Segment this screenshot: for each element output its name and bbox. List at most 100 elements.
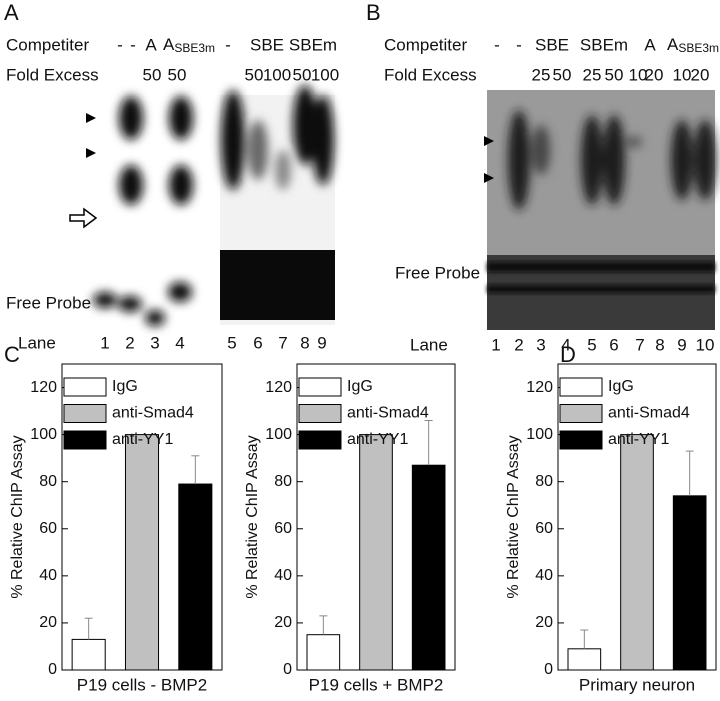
legend-swatch [559, 404, 603, 423]
bar [359, 434, 393, 671]
y-tick-label: 40 [274, 567, 292, 584]
x-axis-label: P19 cells - BMP2 [77, 675, 207, 694]
gel-a [69, 85, 335, 326]
competitor-label: Competiter [384, 35, 467, 54]
competitor: - [117, 35, 123, 54]
y-tick-label: 120 [526, 379, 553, 396]
y-tick-label: 60 [274, 520, 292, 537]
competitor: SBE [250, 35, 284, 54]
lane-number: 3 [536, 335, 545, 354]
bar [567, 648, 602, 671]
chart: % Relative ChIP Assay P19 cells + BMP2 0 20… [244, 363, 456, 694]
panel-label: D [560, 342, 576, 367]
competitor: A [163, 35, 175, 54]
bar [411, 464, 446, 671]
error-bar [84, 617, 93, 640]
y-axis-label: % Relative ChIP Assay [9, 435, 26, 598]
legend-label: anti-Smad4 [112, 405, 194, 422]
legend-swatch [63, 430, 107, 450]
y-tick-label: 120 [265, 379, 292, 396]
fold: 50 [605, 65, 624, 84]
legend-label: IgG [347, 378, 373, 395]
error-bar [685, 450, 694, 496]
legend-swatch [559, 377, 603, 397]
subscript: SBE3m [174, 41, 215, 55]
fold: 100 [311, 65, 339, 84]
fold: 50 [553, 65, 572, 84]
x-axis-label: Primary neuron [579, 675, 695, 694]
lane-number: 9 [317, 333, 326, 352]
panel-label: C [4, 342, 20, 367]
bar [672, 495, 707, 671]
y-tick-label: 0 [283, 661, 292, 678]
competitor: ASBE3m [163, 35, 215, 55]
competitor: ASBE3m [667, 35, 719, 55]
y-tick-label: 80 [274, 473, 292, 490]
free-probe: Free Probe [6, 293, 91, 312]
error-bar [424, 419, 433, 466]
competitor: - [225, 35, 231, 54]
y-tick-label: 100 [526, 426, 553, 443]
legend-label: anti-Smad4 [347, 405, 429, 422]
lane-number: 1 [491, 335, 500, 354]
legend-swatch [559, 430, 603, 450]
y-tick-label: 20 [274, 614, 292, 631]
legend-label: IgG [608, 378, 634, 395]
y-tick-label: 100 [30, 426, 57, 443]
chart: D % Relative ChIP Assay Primary neuron 0 20 4… [505, 342, 717, 694]
competitor: - [516, 35, 522, 54]
y-tick-label: 80 [535, 473, 553, 490]
competitor: SBEm [580, 35, 628, 54]
legend-swatch [63, 377, 107, 397]
competitor: - [494, 35, 500, 54]
bar [620, 434, 654, 671]
competitor: A [145, 35, 157, 54]
lane-label: Lane [410, 335, 448, 354]
lane-number: 7 [635, 335, 644, 354]
y-tick-label: 20 [535, 614, 553, 631]
lane-number: 4 [175, 333, 184, 352]
lane-number: 8 [655, 335, 664, 354]
fold: 20 [645, 65, 664, 84]
lane-number: 6 [253, 333, 262, 352]
lane-label: Lane [18, 333, 56, 352]
lane-number: 10 [696, 335, 715, 354]
legend-label: anti-YY1 [347, 431, 408, 448]
competitor: SBEm [289, 35, 337, 54]
y-tick-label: 40 [535, 567, 553, 584]
lane-number: 4 [561, 335, 570, 354]
y-axis-label: % Relative ChIP Assay [505, 435, 522, 598]
bar [124, 434, 160, 671]
fold: 50 [143, 65, 162, 84]
competitor: SBE [535, 35, 569, 54]
y-axis-label: % Relative ChIP Assay [244, 435, 261, 598]
x-axis-label: P19 cells + BMP2 [309, 675, 444, 694]
competitor: - [130, 35, 136, 54]
y-tick-label: 60 [535, 520, 553, 537]
fold: 25 [532, 65, 551, 84]
chart: C % Relative ChIP Assay P19 cells - BMP2 0 2… [4, 342, 223, 694]
lane-number: 3 [150, 333, 159, 352]
fold: 10 [673, 65, 692, 84]
legend-label: IgG [112, 378, 138, 395]
gel-b [468, 90, 716, 330]
bar [71, 638, 106, 671]
competitor: A [667, 35, 679, 54]
competitor: A [644, 35, 656, 54]
fold: 50 [245, 65, 264, 84]
y-tick-label: 20 [39, 614, 57, 631]
panel-label: A [4, 0, 19, 25]
free-probe: Free Probe [395, 263, 480, 282]
panel-label: B [366, 0, 381, 25]
y-tick-label: 40 [39, 567, 57, 584]
bar [306, 634, 341, 671]
y-tick-label: 100 [265, 426, 292, 443]
y-tick-label: 120 [30, 379, 57, 396]
y-tick-label: 0 [48, 661, 57, 678]
fold: 10 [629, 65, 648, 84]
y-tick-label: 60 [39, 520, 57, 537]
legend-label: anti-Smad4 [608, 405, 690, 422]
competitor-label: Competiter [6, 35, 89, 54]
fold: 50 [293, 65, 312, 84]
